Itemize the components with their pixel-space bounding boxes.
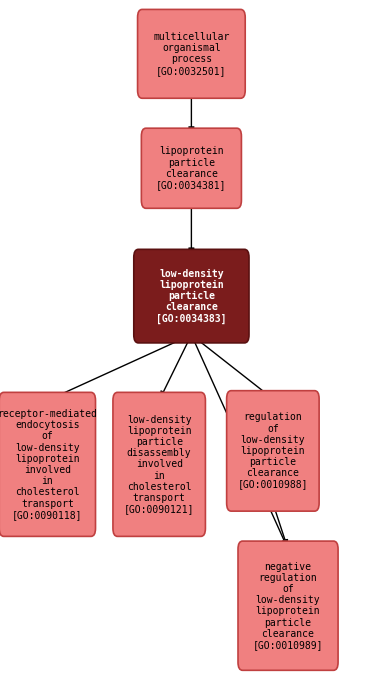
Text: negative
regulation
of
low-density
lipoprotein
particle
clearance
[GO:0010989]: negative regulation of low-density lipop… bbox=[253, 561, 323, 650]
Text: receptor-mediated
endocytosis
of
low-density
lipoprotein
involved
in
cholesterol: receptor-mediated endocytosis of low-den… bbox=[0, 409, 97, 520]
Text: regulation
of
low-density
lipoprotein
particle
clearance
[GO:0010988]: regulation of low-density lipoprotein pa… bbox=[238, 413, 308, 489]
FancyBboxPatch shape bbox=[141, 128, 241, 209]
Text: low-density
lipoprotein
particle
disassembly
involved
in
cholesterol
transport
[: low-density lipoprotein particle disasse… bbox=[124, 415, 194, 514]
FancyBboxPatch shape bbox=[238, 541, 338, 670]
FancyBboxPatch shape bbox=[227, 390, 319, 511]
Text: low-density
lipoprotein
particle
clearance
[GO:0034383]: low-density lipoprotein particle clearan… bbox=[156, 269, 227, 324]
FancyBboxPatch shape bbox=[113, 392, 205, 536]
FancyBboxPatch shape bbox=[134, 249, 249, 343]
FancyBboxPatch shape bbox=[0, 392, 96, 536]
FancyBboxPatch shape bbox=[138, 9, 245, 98]
Text: multicellular
organismal
process
[GO:0032501]: multicellular organismal process [GO:003… bbox=[153, 32, 230, 75]
Text: lipoprotein
particle
clearance
[GO:0034381]: lipoprotein particle clearance [GO:00343… bbox=[156, 147, 227, 190]
